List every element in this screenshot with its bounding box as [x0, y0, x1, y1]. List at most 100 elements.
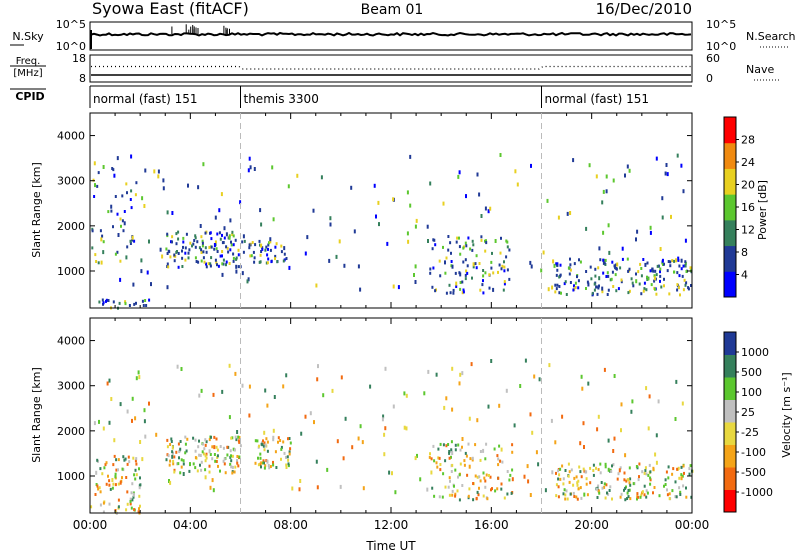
echo-cell	[484, 479, 487, 483]
echo-cell	[467, 494, 470, 498]
echo-cell	[529, 493, 532, 497]
echo-cell	[492, 287, 495, 292]
echo-cell	[454, 494, 457, 498]
echo-cell	[582, 421, 585, 426]
echo-cell	[661, 196, 664, 201]
echo-cell	[444, 271, 447, 275]
echo-cell	[680, 163, 683, 168]
echo-cell	[210, 435, 212, 439]
echo-cell	[287, 464, 290, 468]
echo-cell	[621, 257, 624, 261]
echo-cell	[519, 384, 522, 388]
echo-cell	[231, 233, 234, 236]
echo-cell	[231, 230, 234, 234]
echo-cell	[238, 440, 241, 444]
echo-cell	[669, 264, 672, 268]
echo-cell	[204, 454, 207, 458]
echo-cell	[384, 426, 387, 431]
echo-cell	[179, 471, 182, 475]
nsky-panel: N.Sky 10^5 10^0 10^5 10^0 N.Search	[10, 18, 796, 53]
echo-cell	[599, 258, 602, 262]
echo-cell	[627, 291, 630, 295]
echo-cell	[445, 444, 448, 448]
echo-cell	[450, 264, 453, 268]
echo-cell	[213, 453, 216, 456]
echo-cell	[194, 449, 197, 453]
echo-cell	[304, 251, 307, 256]
echo-cell	[108, 420, 111, 425]
echo-cell	[585, 270, 588, 273]
echo-cell	[137, 510, 140, 514]
xtick-label: 08:00	[273, 518, 308, 532]
echo-cell	[138, 507, 140, 511]
ytick-label: 1000	[57, 265, 85, 278]
echo-cell	[435, 372, 438, 377]
echo-cell	[553, 263, 556, 268]
echo-cell	[449, 291, 452, 295]
echo-cell	[235, 269, 238, 274]
echo-cell	[603, 482, 606, 486]
echo-cell	[444, 260, 446, 265]
echo-cell	[230, 243, 233, 247]
echo-cell	[259, 260, 262, 264]
echo-cell	[122, 229, 125, 233]
echo-cell	[96, 458, 99, 462]
echo-cell	[309, 411, 312, 416]
echo-cell	[142, 304, 145, 307]
echo-cell	[578, 465, 581, 469]
echo-cell	[203, 260, 206, 264]
echo-cell	[638, 462, 641, 466]
echo-cell	[108, 378, 111, 383]
echo-cell	[628, 267, 631, 271]
echo-cell	[316, 377, 319, 382]
echo-cell	[386, 241, 389, 246]
colorbar-frame	[723, 331, 737, 513]
echo-cell	[335, 254, 338, 259]
echo-cell	[663, 262, 665, 266]
echo-cell	[626, 491, 629, 495]
echo-cell	[117, 505, 120, 509]
echo-cell	[217, 264, 220, 268]
echo-cell	[615, 267, 618, 271]
echo-cell	[597, 484, 600, 488]
echo-cell	[274, 245, 277, 249]
echo-cell	[493, 447, 496, 451]
echo-cell	[540, 268, 543, 273]
echo-cell	[351, 445, 354, 450]
echo-cell	[680, 258, 683, 263]
echo-cell	[197, 260, 200, 264]
echo-cell	[118, 301, 121, 305]
echo-cell	[587, 282, 590, 287]
echo-cell	[620, 278, 623, 282]
echo-cell	[672, 467, 675, 471]
echo-cell	[202, 256, 205, 260]
echo-cell	[251, 241, 254, 244]
echo-cell	[457, 174, 460, 179]
echo-cell	[453, 484, 455, 488]
echo-cell	[214, 240, 217, 244]
echo-cell	[432, 444, 435, 448]
echo-cell	[135, 462, 138, 466]
echo-cell	[150, 282, 152, 287]
echo-cell	[497, 463, 500, 467]
echo-cell	[577, 286, 580, 290]
echo-cell	[561, 464, 564, 468]
echo-cell	[626, 257, 629, 261]
echo-cell	[182, 245, 184, 249]
echo-cell	[592, 469, 595, 472]
echo-cell	[643, 493, 646, 497]
echo-cell	[583, 445, 585, 449]
echo-cell	[482, 269, 485, 272]
echo-cell	[454, 271, 457, 275]
cpid-segment-label: normal (fast) 151	[545, 92, 649, 106]
velocity-ylabel: Slant Range [km]	[30, 367, 43, 463]
echo-cell	[221, 233, 223, 237]
echo-cell	[96, 484, 99, 488]
echo-cell	[226, 445, 229, 449]
echo-cell	[626, 497, 629, 500]
echo-cell	[447, 235, 450, 238]
echo-cell	[494, 239, 497, 243]
echo-cell	[384, 366, 387, 371]
echo-cell	[577, 479, 580, 483]
echo-cell	[285, 463, 288, 467]
